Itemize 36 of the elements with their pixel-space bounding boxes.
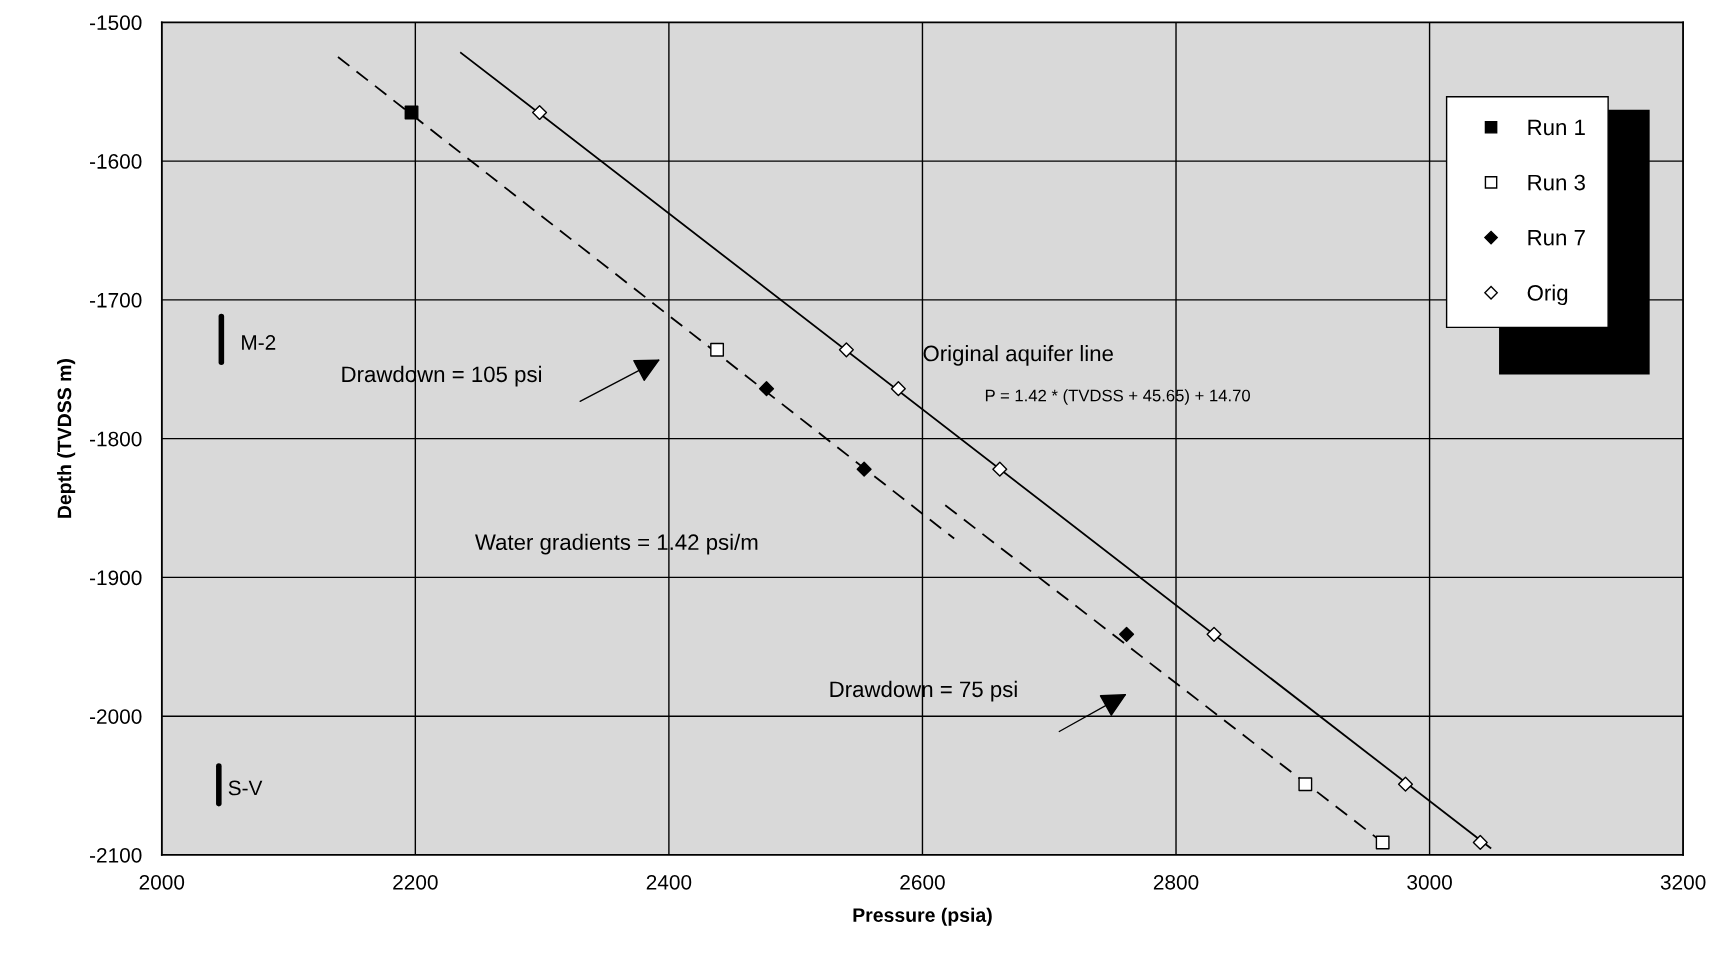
x-tick-label: 2800 [1153,874,1199,890]
legend-label: Run 3 [1528,174,1585,191]
legend-label: Orig [1527,284,1568,306]
x-tick-label: 2600 [900,874,945,890]
y-tick-label: -1900 [89,570,142,586]
point [992,461,1008,477]
y-tick-label: -1500 [89,15,142,31]
y-tick-label: -1600 [89,154,142,169]
x-tick-label: 2400 [646,874,692,890]
point [1397,776,1414,792]
annotation: M-2 [242,335,276,350]
point [1472,834,1488,851]
x-tick-label: 3200 [1660,874,1706,890]
y-tick-label: -2000 [89,709,142,724]
point [758,381,775,397]
x-tick-label: 2000 [139,874,185,890]
x-tick-label: 3000 [1407,874,1452,890]
point [890,381,906,397]
point [532,104,548,121]
y-tick-label: -2100 [89,847,142,863]
annotation: Original aquifer line [923,345,1113,366]
y-axis-title: Depth (TVDSS m) [57,359,76,518]
y-tick-label: -1700 [89,292,142,308]
point [1119,626,1135,642]
point [710,342,725,357]
point [838,342,854,358]
y-tick-label: -1800 [89,431,142,447]
x-tick-label: 2200 [393,874,438,890]
x-axis-title: Pressure (psia) [853,907,992,926]
legend-label: Run 7 [1528,230,1585,246]
point [1298,777,1313,792]
point [1375,835,1390,850]
annotation: S-V [228,780,263,796]
legend-label: Run 1 [1528,119,1585,136]
point [1206,626,1222,642]
point [856,461,872,477]
